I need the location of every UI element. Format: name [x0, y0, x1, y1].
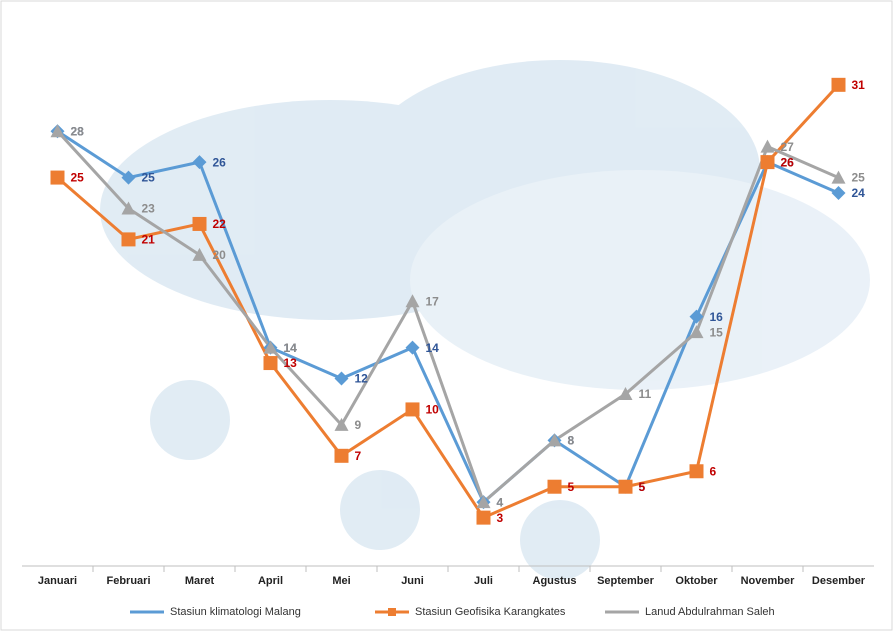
marker [50, 170, 65, 185]
data-label: 17 [426, 294, 440, 308]
data-label: 4 [497, 495, 504, 509]
marker [192, 216, 207, 231]
legend-marker [388, 608, 396, 616]
data-label: 27 [781, 140, 795, 154]
x-tick-label: Mei [332, 575, 350, 587]
data-label: 10 [426, 403, 440, 417]
marker [760, 155, 775, 170]
data-label: 21 [142, 233, 156, 247]
marker [831, 77, 846, 92]
marker [121, 201, 136, 215]
data-label: 25 [852, 171, 866, 185]
data-label: 14 [284, 341, 298, 355]
x-tick-label: Juni [401, 575, 424, 587]
x-tick-label: Desember [812, 575, 866, 587]
data-label: 4 [497, 495, 504, 509]
marker [689, 325, 704, 339]
data-label: 26 [781, 155, 795, 169]
data-label: 26 [213, 155, 227, 169]
data-label: 9 [355, 418, 362, 432]
data-label: 26 [781, 155, 795, 169]
marker [547, 479, 562, 494]
data-label: 23 [142, 202, 156, 216]
data-label: 31 [852, 78, 866, 92]
data-label: 28 [71, 124, 85, 138]
data-label: 24 [852, 186, 866, 200]
x-tick-label: September [597, 575, 655, 587]
data-label: 16 [710, 310, 724, 324]
marker [405, 402, 420, 417]
marker [476, 510, 491, 525]
data-label: 6 [710, 464, 717, 478]
data-label: 14 [426, 341, 440, 355]
data-label: 8 [568, 434, 575, 448]
marker [121, 232, 136, 247]
marker [618, 386, 633, 400]
data-label: 28 [71, 124, 85, 138]
marker [334, 448, 349, 463]
background-clouds [100, 60, 870, 580]
x-tick-label: Maret [185, 575, 215, 587]
data-label: 22 [213, 217, 227, 231]
data-label: 13 [284, 356, 298, 370]
series-line [56, 130, 840, 504]
legend-label: Stasiun klimatologi Malang [170, 606, 301, 618]
marker [334, 371, 349, 386]
marker [263, 356, 278, 371]
data-label: 8 [568, 434, 575, 448]
marker [689, 464, 704, 479]
data-label: 20 [213, 248, 227, 262]
data-label: 5 [639, 480, 646, 494]
marker [831, 170, 846, 184]
marker [831, 186, 846, 201]
marker [334, 417, 349, 431]
marker [547, 433, 562, 447]
marker [192, 247, 207, 261]
marker [405, 340, 420, 355]
data-label: 3 [497, 511, 504, 525]
marker [192, 155, 207, 170]
data-label: 5 [639, 480, 646, 494]
marker [689, 309, 704, 324]
data-label: 25 [71, 171, 85, 185]
marker [121, 170, 136, 185]
legend-label: Stasiun Geofisika Karangkates [415, 606, 566, 618]
x-tick-label: April [258, 575, 283, 587]
marker [476, 495, 491, 509]
data-label: 12 [355, 372, 369, 386]
data-label: 14 [284, 341, 298, 355]
marker [263, 340, 278, 354]
marker [405, 294, 420, 308]
series-line [56, 83, 840, 520]
x-tick-label: Agustus [533, 575, 577, 587]
x-tick-label: November [741, 575, 796, 587]
marker [50, 124, 65, 138]
data-label: 11 [639, 387, 652, 401]
series-line [56, 129, 840, 504]
marker [760, 139, 775, 153]
marker [618, 479, 633, 494]
x-tick-label: Juli [474, 575, 493, 587]
x-tick-label: Oktober [675, 575, 718, 587]
data-label: 5 [568, 480, 575, 494]
x-tick-label: Januari [38, 575, 77, 587]
data-label: 15 [710, 325, 724, 339]
data-label: 7 [355, 449, 362, 463]
legend-label: Lanud Abdulrahman Saleh [645, 606, 775, 618]
data-label: 25 [142, 171, 156, 185]
x-tick-label: Februari [106, 575, 150, 587]
